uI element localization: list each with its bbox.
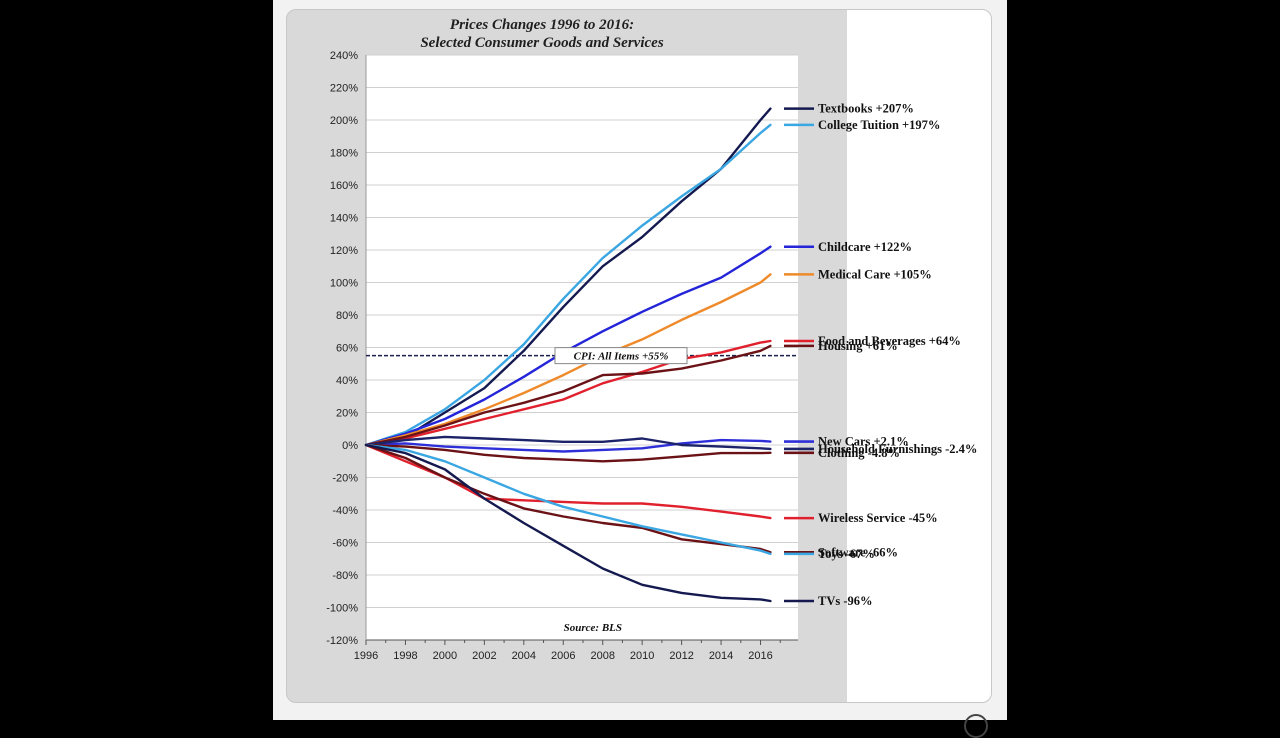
- y-tick-label: -20%: [332, 473, 358, 485]
- y-tick-label: 80%: [336, 310, 358, 322]
- x-tick-label: 2010: [630, 650, 654, 662]
- chart-title-block: Prices Changes 1996 to 2016: Selected Co…: [287, 16, 797, 52]
- x-tick-label: 2014: [709, 650, 733, 662]
- series-line: [364, 339, 772, 447]
- x-tick-label: 2004: [512, 650, 536, 662]
- y-tick-label: -100%: [326, 603, 358, 615]
- y-tick-label: 220%: [330, 83, 358, 95]
- y-tick-label: 140%: [330, 213, 358, 225]
- scroll-indicator-icon: [964, 714, 988, 738]
- card-right-panel: [847, 10, 991, 702]
- line-chart: 240% 220% 200% 180% 160% 140% 120% 100% 80% 60% 40…: [326, 50, 977, 662]
- series-line: [364, 273, 772, 447]
- y-tick-label: 20%: [336, 408, 358, 420]
- y-tick-label: 100%: [330, 278, 358, 290]
- series-label: Medical Care +105%: [818, 267, 932, 281]
- x-tick-label: 1998: [393, 650, 417, 662]
- y-tick-label: -120%: [326, 635, 358, 647]
- chart-subtitle: Selected Consumer Goods and Services: [420, 35, 664, 51]
- series-line: [364, 123, 772, 447]
- x-tick-label: 2006: [551, 650, 575, 662]
- x-tick-label: 2012: [669, 650, 693, 662]
- cpi-label: CPI: All Items +55%: [574, 351, 669, 363]
- series-label: New Cars +2.1%: [818, 435, 909, 449]
- x-tick-label: 2016: [748, 650, 772, 662]
- series-label: Household Furnishings -2.4%: [818, 442, 977, 456]
- cpi-label-box: [554, 347, 688, 365]
- series-line: [364, 443, 772, 603]
- series-label: Software -66%: [818, 545, 898, 559]
- y-tick-label: -60%: [332, 538, 358, 550]
- series-line: [364, 344, 772, 447]
- series-label: College Tuition +197%: [818, 118, 940, 132]
- series-label: Childcare +122%: [818, 240, 912, 254]
- series-label: Wireless Service -45%: [818, 511, 938, 525]
- chart-card: Prices Changes 1996 to 2016: Selected Co…: [286, 9, 992, 703]
- y-tick-label: 240%: [330, 50, 358, 62]
- x-tick-label: 1996: [354, 650, 378, 662]
- series-label: Food and Beverages +64%: [818, 334, 961, 348]
- y-tick-label: 40%: [336, 375, 358, 387]
- y-tick-label: -80%: [332, 570, 358, 582]
- x-tick-label: 2000: [433, 650, 457, 662]
- series-line: [364, 443, 772, 556]
- series-line: [364, 245, 772, 447]
- series-label: Toys -67%: [818, 547, 875, 561]
- y-tick-label: 120%: [330, 245, 358, 257]
- y-tick-label: 0%: [342, 440, 358, 452]
- series-line: [364, 435, 772, 451]
- chart-source: Source: BLS: [564, 622, 622, 634]
- x-tick-label: 2008: [590, 650, 614, 662]
- y-tick-label: -40%: [332, 505, 358, 517]
- x-tick-label: 2002: [472, 650, 496, 662]
- series-label: Textbooks +207%: [818, 102, 914, 116]
- y-tick-label: 180%: [330, 148, 358, 160]
- chart-title: Prices Changes 1996 to 2016:: [449, 17, 635, 33]
- series-line: [364, 107, 772, 447]
- series-label: Housing +61%: [818, 339, 898, 353]
- series-line: [364, 443, 772, 463]
- series-label: TVs -96%: [818, 594, 873, 608]
- series-label: Clothing -4.8%: [818, 446, 900, 460]
- y-tick-label: 160%: [330, 180, 358, 192]
- y-tick-label: 200%: [330, 115, 358, 127]
- series-line: [364, 438, 772, 453]
- y-tick-label: 60%: [336, 343, 358, 355]
